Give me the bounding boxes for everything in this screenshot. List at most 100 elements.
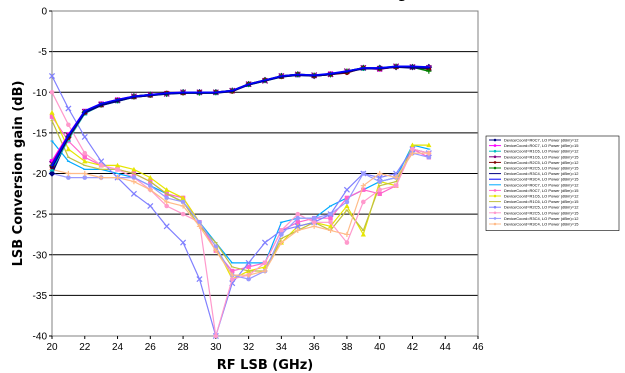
legend-label: DeviceCoord=R3C4, LO Power (dBm)=15: [504, 222, 579, 227]
data-point: [180, 203, 186, 209]
data-point: [164, 203, 169, 209]
data-point: [147, 187, 153, 193]
data-point: [213, 248, 219, 254]
data-point: [426, 68, 432, 74]
data-point: [81, 133, 88, 140]
legend-marker: [493, 211, 497, 215]
x-tick-label: 46: [472, 342, 484, 353]
data-point: [230, 268, 235, 274]
data-point: [262, 260, 268, 266]
data-point: [409, 142, 416, 148]
data-point: [360, 183, 366, 189]
data-point: [261, 239, 269, 246]
series-line: [51, 66, 429, 169]
data-point: [148, 183, 153, 188]
data-point: [131, 175, 137, 180]
data-point: [246, 276, 251, 282]
data-point: [114, 174, 121, 181]
data-point: [343, 186, 350, 193]
legend-label: DeviceCoord=R3C4, LO Power (dBm)=12: [504, 171, 579, 176]
series-13: [48, 72, 432, 340]
data-point: [180, 211, 186, 217]
data-point: [344, 199, 350, 205]
series-line: [51, 65, 429, 166]
legend-marker: [493, 194, 497, 198]
data-point: [328, 219, 333, 225]
data-point: [66, 175, 71, 180]
legend-item: DeviceCoord=R1C6, LO Power (dBm)=15: [489, 199, 579, 204]
data-point: [163, 223, 170, 230]
legend-item: DeviceCoord=R3C4, LO Power (dBm)=15: [489, 177, 579, 182]
data-point: [279, 228, 284, 233]
legend-label: DeviceCoord=R0C7, LO Power (dBm)=12: [504, 182, 579, 187]
data-point: [180, 199, 186, 205]
legend-marker: [493, 222, 497, 226]
data-point: [130, 190, 137, 197]
series-3: [49, 63, 432, 172]
data-point: [410, 146, 415, 152]
legend-label: DeviceCoord=R2C5, LO Power (dBm)=15: [504, 166, 579, 171]
legend-item: DeviceCoord=R1C6, LO Power (dBm)=15: [489, 154, 579, 159]
legend-label: DeviceCoord=R2C5, LO Power (dBm)=12: [504, 160, 579, 165]
series-line: [51, 65, 429, 166]
x-tick-label: 26: [145, 342, 157, 353]
y-tick-label: -40: [33, 332, 48, 343]
legend-item: DeviceCoord=R0C7, LO Power (dBm)=15: [489, 188, 579, 193]
data-point: [344, 231, 350, 238]
y-tick-label: -20: [33, 169, 48, 180]
data-point: [131, 166, 137, 172]
data-point: [311, 223, 317, 229]
legend-marker: [493, 161, 497, 164]
legend-marker: [493, 205, 497, 209]
data-point: [164, 195, 169, 201]
legend-label: DeviceCoord=R3C4, LO Power (dBm)=12: [504, 216, 579, 221]
series-7: [50, 66, 431, 169]
data-point: [213, 244, 219, 249]
data-point: [426, 150, 432, 156]
data-point: [164, 187, 170, 192]
legend-marker: [493, 149, 497, 153]
series-16: [49, 150, 432, 278]
data-point: [196, 276, 203, 283]
legend-item: DeviceCoord=R2C5, LO Power (dBm)=15: [489, 166, 579, 171]
legend-item: DeviceCoord=R3C4, LO Power (dBm)=12: [489, 216, 579, 221]
data-point: [48, 72, 56, 80]
series-line: [51, 140, 429, 264]
series-line: [51, 116, 430, 272]
series-line: [51, 65, 429, 165]
legend-label: DeviceCoord=R0C7, LO Power (dBm)=12: [504, 138, 579, 143]
data-point: [196, 223, 203, 229]
data-point: [295, 211, 301, 217]
x-tick-label: 30: [210, 342, 222, 353]
data-point: [49, 109, 55, 115]
series-2: [49, 64, 432, 164]
series-line: [51, 120, 429, 272]
data-point: [49, 89, 55, 95]
data-point: [409, 150, 416, 156]
legend-label: DeviceCoord=R2C5, LO Power (dBm)=12: [504, 205, 579, 210]
y-tick-label: -35: [33, 291, 48, 302]
data-point: [278, 239, 284, 246]
data-point: [426, 154, 432, 160]
data-point: [180, 239, 187, 246]
x-tick-label: 34: [276, 342, 288, 353]
data-point: [377, 187, 382, 193]
data-point: [376, 174, 383, 181]
data-point: [49, 159, 55, 164]
x-tick-label: 38: [341, 342, 353, 353]
data-point: [98, 174, 104, 181]
data-point: [344, 195, 350, 201]
data-point: [344, 240, 350, 245]
y-tick-label: -10: [33, 88, 48, 99]
data-point: [311, 215, 317, 221]
x-tick-label: 32: [243, 342, 255, 353]
legend-marker: [493, 144, 497, 147]
legend-item: DeviceCoord=R0C7, LO Power (dBm)=12: [489, 182, 579, 187]
data-point: [98, 158, 105, 165]
data-point: [114, 162, 121, 168]
chart-title: LO = 12 to 15dBm, IF = 2GHz, RF = -25dBm…: [60, 0, 465, 2]
series-line: [51, 152, 429, 280]
grid: [52, 51, 478, 296]
